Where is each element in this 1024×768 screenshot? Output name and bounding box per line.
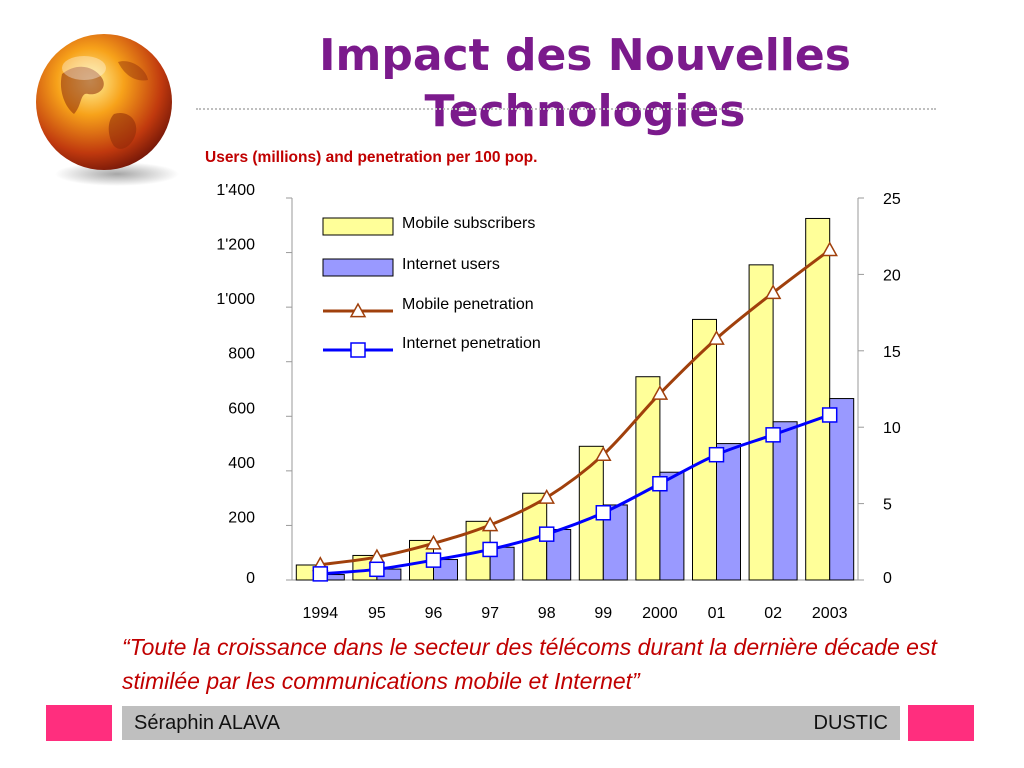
y-left-tick-label: 200 — [228, 509, 255, 526]
x-tick-label: 02 — [764, 605, 782, 622]
y-right-tick-label: 10 — [883, 420, 901, 437]
legend-swatch-internet-users — [322, 258, 394, 277]
y-left-tick-label: 400 — [228, 455, 255, 472]
marker-internet-penetration — [369, 561, 385, 578]
title-divider — [196, 108, 936, 110]
y-right-tick-label: 25 — [883, 191, 901, 208]
chart-subtitle: Users (millions) and penetration per 100… — [205, 149, 538, 166]
x-tick-label: 95 — [368, 605, 386, 622]
footer-author: Séraphin ALAVA — [134, 711, 281, 734]
marker-mobile-penetration — [481, 516, 499, 532]
marker-mobile-penetration — [821, 241, 838, 257]
marker-mobile-penetration — [425, 534, 442, 550]
marker-mobile-penetration — [651, 385, 669, 400]
y-right-tick-label: 15 — [883, 344, 901, 361]
marker-internet-penetration — [652, 475, 668, 492]
marker-internet-penetration — [595, 505, 612, 521]
x-tick-label: 97 — [481, 605, 499, 622]
marker-internet-penetration — [708, 446, 725, 463]
x-tick-label: 2003 — [812, 605, 848, 622]
footer-bar: Séraphin ALAVA DUSTIC — [122, 706, 900, 740]
legend-marker-mobile-penetration — [349, 302, 367, 318]
y-right-tick-label: 20 — [883, 267, 901, 284]
marker-mobile-penetration — [708, 330, 725, 345]
legend-marker-internet-penetration — [350, 342, 366, 358]
globe-logo — [22, 22, 192, 192]
y-left-tick-label: 600 — [228, 400, 255, 417]
marker-internet-penetration — [821, 407, 838, 423]
bar-internet-users — [716, 443, 741, 581]
legend-label-mobile-subscribers: Mobile subscribers — [402, 215, 535, 232]
y-left-tick-label: 0 — [246, 570, 255, 587]
bar-internet-users — [772, 421, 798, 581]
bar-internet-users — [829, 398, 855, 581]
y-right-tick-label: 5 — [883, 497, 892, 514]
x-tick-label: 99 — [594, 605, 612, 622]
footer-square-left — [46, 705, 112, 741]
legend-label-internet-users: Internet users — [402, 256, 500, 273]
x-tick-label: 1994 — [303, 605, 339, 622]
y-left-tick-label: 800 — [228, 346, 255, 363]
marker-internet-penetration — [482, 541, 498, 558]
legend-swatch-mobile-subscribers — [322, 217, 394, 236]
y-left-tick-label: 1'200 — [216, 237, 255, 254]
marker-internet-penetration — [312, 566, 329, 582]
x-tick-label: 98 — [538, 605, 556, 622]
y-left-tick-label: 1'400 — [216, 182, 255, 199]
marker-mobile-penetration — [538, 488, 555, 504]
users-penetration-chart: 0 200 400 600 800 1'000 1'200 1'400 0 5 10 15 20 25 19… — [216, 182, 901, 622]
marker-internet-penetration — [425, 552, 442, 568]
marker-internet-penetration — [538, 526, 555, 542]
slide-title: Impact des Nouvelles Technologies — [319, 30, 851, 137]
footer-square-right — [908, 705, 974, 741]
line-mobile-penetration — [320, 248, 831, 567]
y-left-tick-label: 1'000 — [216, 291, 255, 308]
bar-mobile-subscribers — [805, 217, 831, 581]
y-right-tick-label: 0 — [883, 570, 892, 587]
legend-label-internet-penetration: Internet penetration — [402, 335, 541, 352]
x-tick-label: 01 — [708, 605, 726, 622]
x-tick-label: 2000 — [642, 605, 678, 622]
bar-mobile-subscribers — [748, 264, 774, 581]
quote-text: “Toute la croissance dans le secteur des… — [122, 634, 937, 694]
legend-label-mobile-penetration: Mobile penetration — [402, 296, 534, 313]
line-internet-penetration — [320, 413, 831, 576]
marker-mobile-penetration — [595, 446, 612, 462]
footer-org: DUSTIC — [813, 711, 888, 734]
x-tick-label: 96 — [425, 605, 443, 622]
marker-internet-penetration — [765, 427, 781, 443]
marker-mobile-penetration — [764, 284, 782, 300]
